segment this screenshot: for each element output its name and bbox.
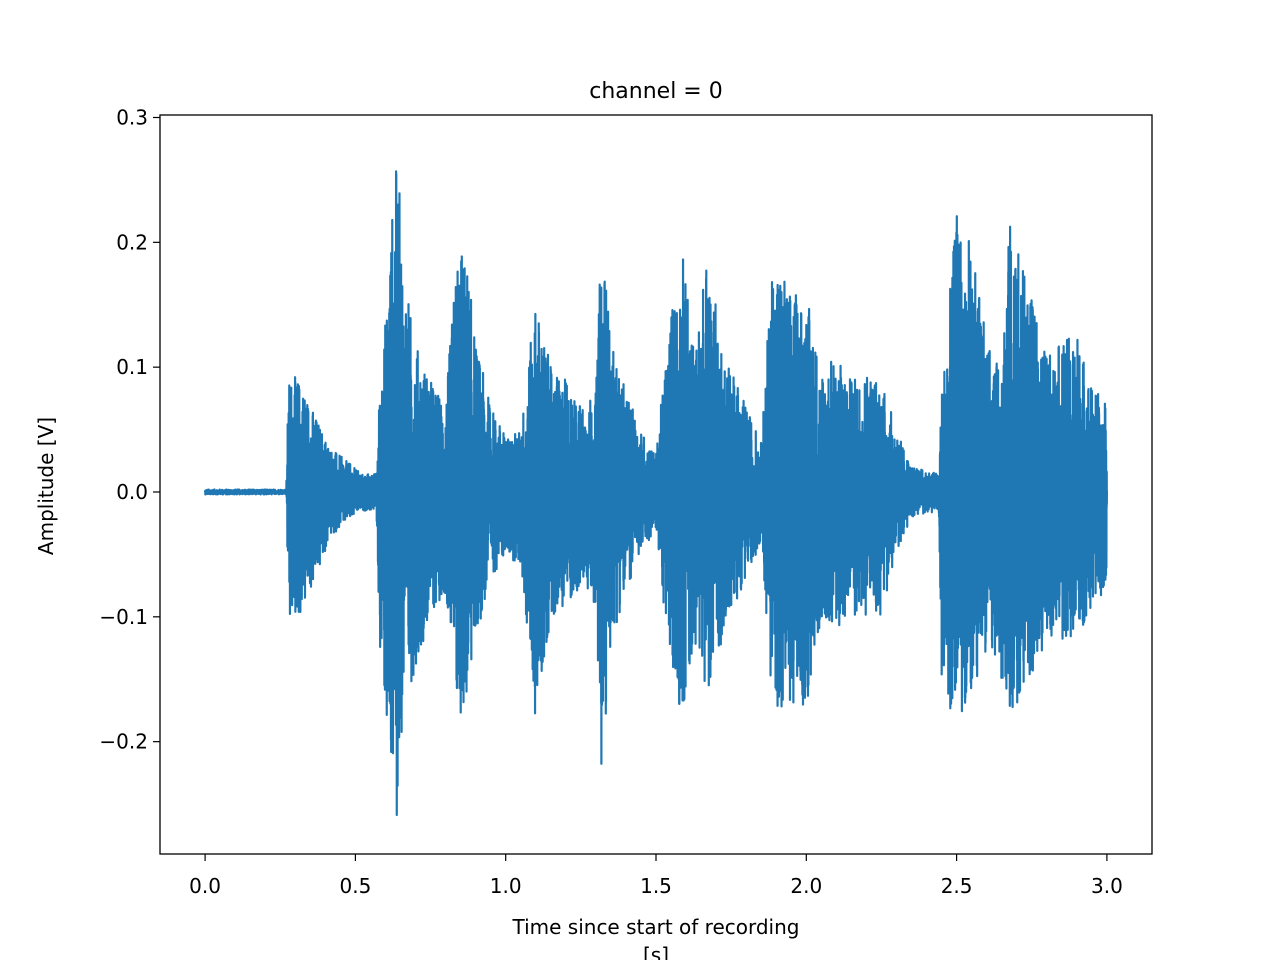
x-tick-label: 0.0 — [189, 874, 221, 898]
y-tick-label: 0.2 — [116, 230, 148, 254]
x-axis: 0.0 0.5 1.0 1.5 2.0 2.5 3.0 — [189, 854, 1123, 898]
y-tick-label: 0.0 — [116, 480, 148, 504]
y-axis: −0.2 −0.1 0.0 0.1 0.2 0.3 — [99, 105, 160, 754]
x-tick-label: 2.5 — [941, 874, 973, 898]
y-axis-label: Amplitude [V] — [34, 417, 58, 555]
chart-title: channel = 0 — [589, 79, 722, 104]
waveform-line — [203, 170, 1109, 817]
x-tick-label: 3.0 — [1091, 874, 1123, 898]
x-tick-label: 2.0 — [790, 874, 822, 898]
x-axis-label-line2: [s] — [643, 943, 669, 960]
y-tick-label: −0.1 — [99, 605, 148, 629]
x-axis-label-line1: Time since start of recording — [511, 915, 799, 939]
plot-area — [203, 170, 1109, 817]
x-tick-label: 0.5 — [339, 874, 371, 898]
x-tick-label: 1.0 — [490, 874, 522, 898]
y-tick-label: 0.3 — [116, 105, 148, 129]
y-tick-label: 0.1 — [116, 355, 148, 379]
y-tick-label: −0.2 — [99, 730, 148, 754]
x-tick-label: 1.5 — [640, 874, 672, 898]
